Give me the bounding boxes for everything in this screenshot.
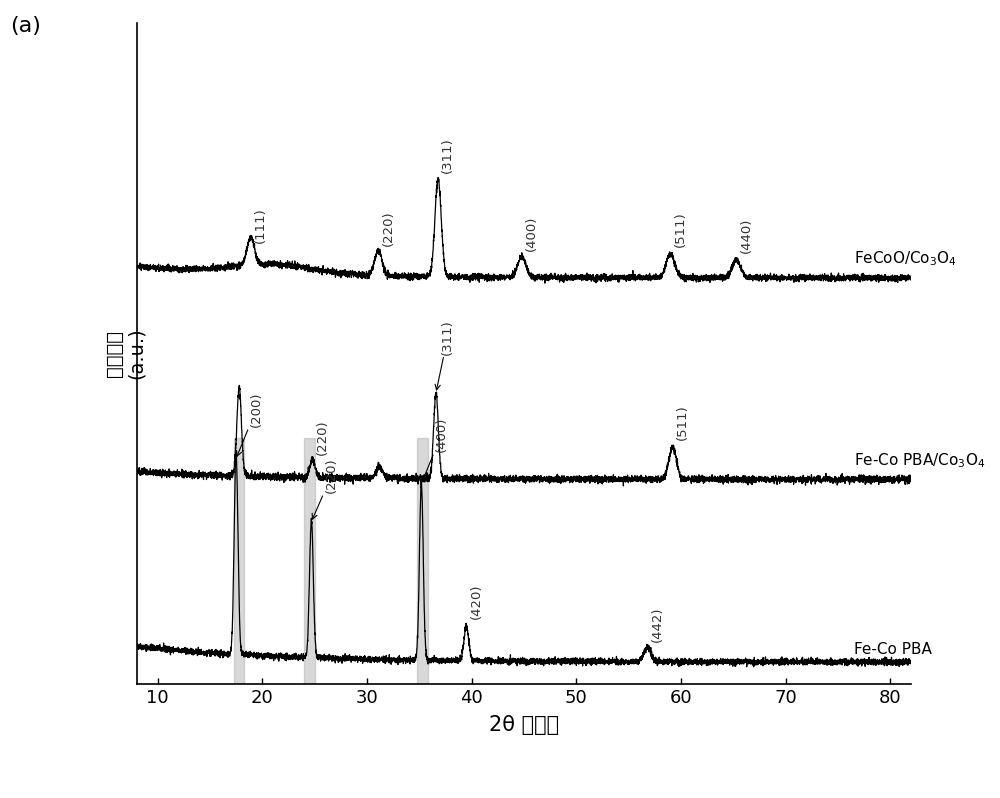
Y-axis label: 相对强度
(a.u.): 相对强度 (a.u.): [105, 327, 146, 379]
Text: (442): (442): [651, 607, 664, 642]
Text: Fe-Co PBA/Co$_3$O$_4$: Fe-Co PBA/Co$_3$O$_4$: [854, 451, 985, 470]
Text: (200): (200): [237, 392, 263, 456]
Text: (a): (a): [10, 16, 41, 36]
Text: (111): (111): [254, 207, 267, 243]
Text: FeCoO/Co$_3$O$_4$: FeCoO/Co$_3$O$_4$: [854, 250, 957, 268]
Bar: [234, 438, 244, 684]
Text: (400): (400): [422, 417, 448, 481]
Text: (420): (420): [469, 583, 482, 619]
Text: (311): (311): [441, 138, 454, 173]
Text: (440): (440): [740, 218, 753, 254]
Text: (311): (311): [435, 319, 454, 390]
Bar: [304, 438, 315, 684]
Text: (511): (511): [674, 211, 687, 247]
Text: (220): (220): [316, 419, 329, 455]
Bar: [417, 438, 428, 684]
Text: (511): (511): [676, 404, 689, 440]
Text: Fe-Co PBA: Fe-Co PBA: [854, 642, 932, 657]
Text: (400): (400): [525, 215, 538, 251]
X-axis label: 2θ （度）: 2θ （度）: [489, 715, 559, 735]
Text: (220): (220): [312, 457, 338, 519]
Text: (220): (220): [382, 210, 395, 246]
